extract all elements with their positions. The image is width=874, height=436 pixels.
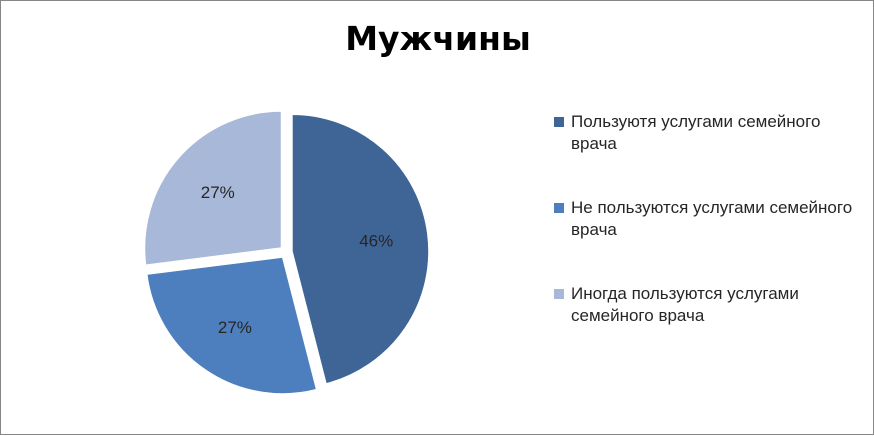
legend-item-uses: Пользуютя услугами семейного врача — [552, 111, 862, 155]
data-label-uses: 46% — [359, 232, 393, 251]
pie-slice-uses — [291, 113, 430, 385]
pie-slice-does-not-use — [145, 256, 318, 395]
legend-label-uses: Пользуютя услугами семейного врача — [571, 112, 821, 153]
legend-label-does-not-use: Не пользуются услугами семейного врача — [571, 198, 853, 239]
legend-swatch-uses — [554, 117, 564, 127]
data-label-sometimes: 27% — [201, 183, 235, 202]
legend-item-does-not-use: Не пользуются услугами семейного врача — [552, 197, 862, 241]
legend: Пользуютя услугами семейного врача Не по… — [552, 111, 862, 327]
pie-slices — [143, 110, 430, 395]
legend-item-sometimes: Иногда пользуются услугами семейного вра… — [552, 283, 862, 327]
chart-title: Мужчины — [345, 19, 531, 58]
legend-swatch-does-not-use — [554, 203, 564, 213]
pie-slice-sometimes — [143, 110, 283, 267]
pie-data-labels: 46% 27% 27% — [201, 183, 393, 337]
legend-swatch-sometimes — [554, 289, 564, 299]
data-label-does-not-use: 27% — [218, 318, 252, 337]
legend-label-sometimes: Иногда пользуются услугами семейного вра… — [571, 284, 799, 325]
